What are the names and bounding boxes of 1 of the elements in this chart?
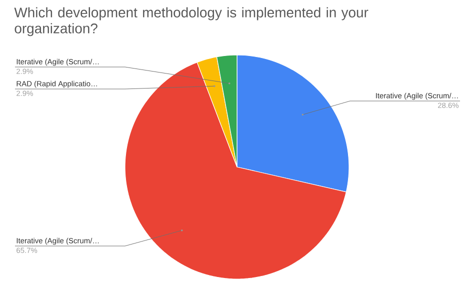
chart-title: Which development methodology is implemented in your organization? <box>14 7 368 36</box>
